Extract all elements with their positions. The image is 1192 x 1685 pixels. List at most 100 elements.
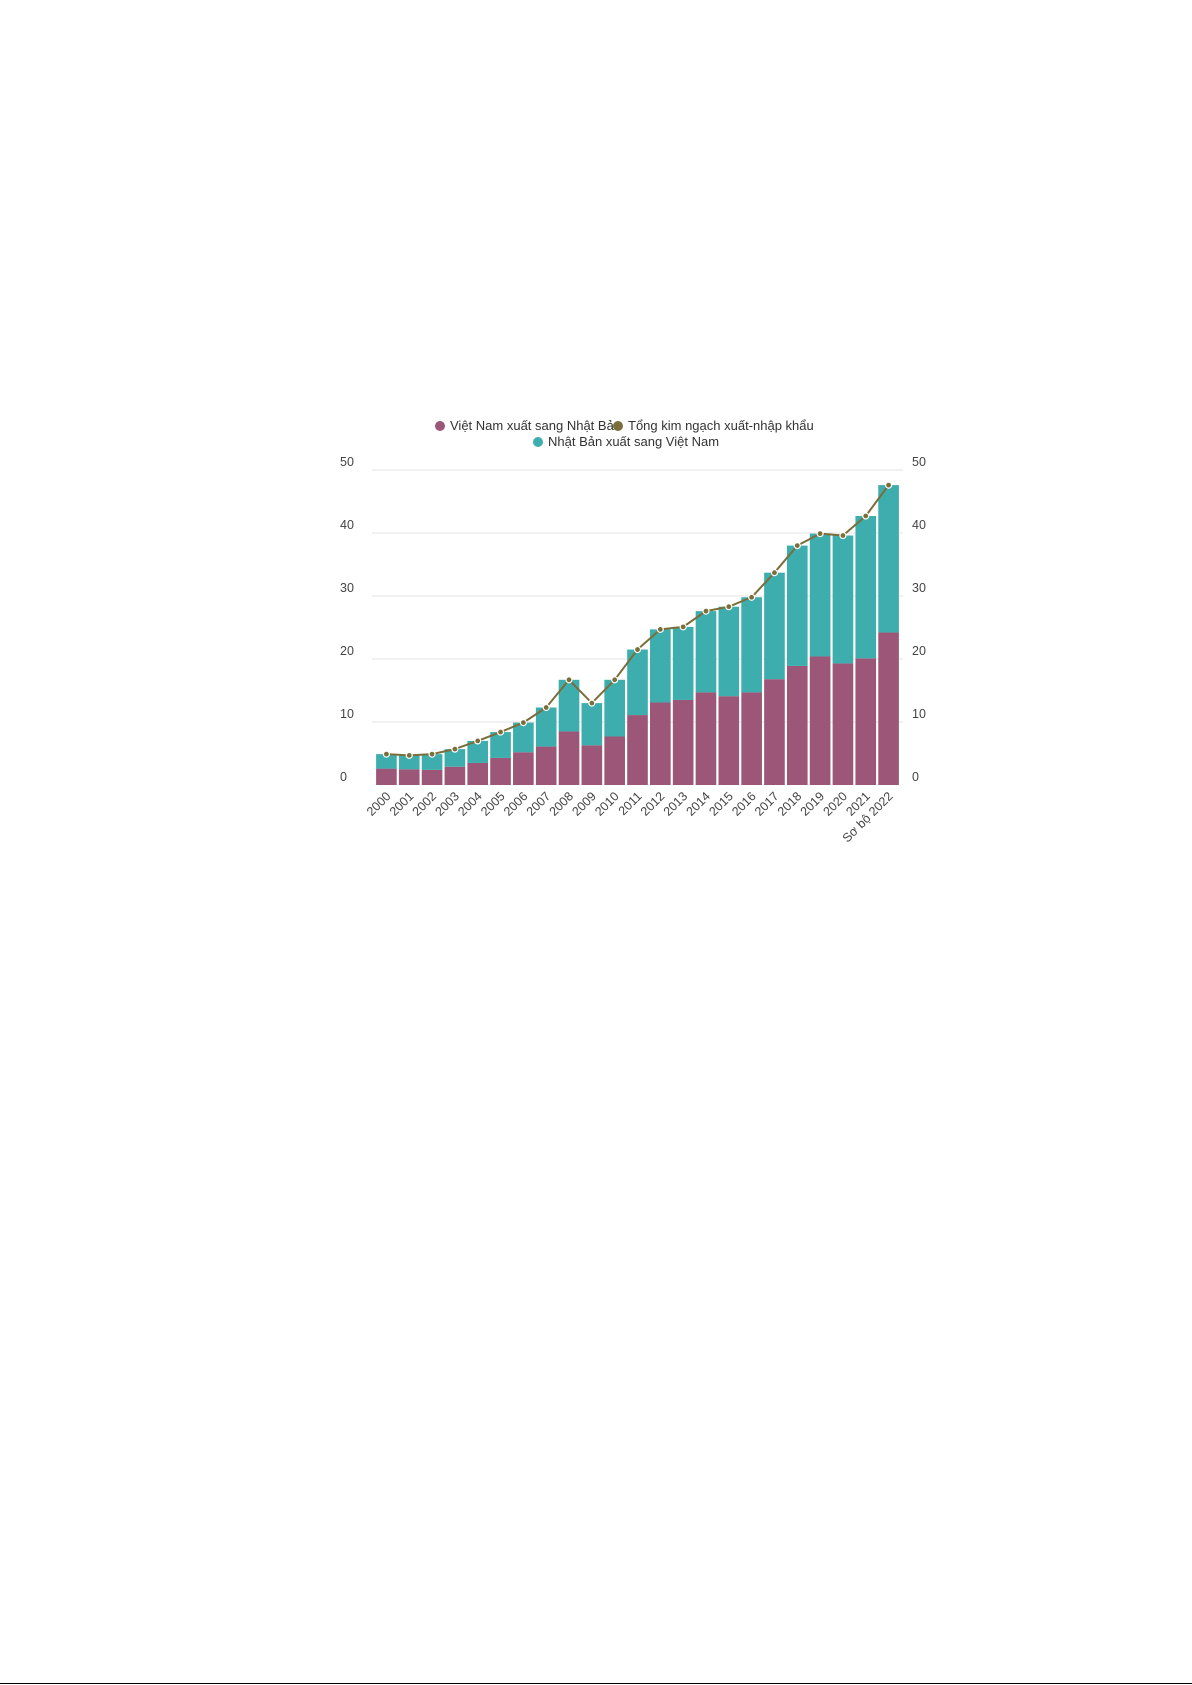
y-axis-right: 0 10 20 30 40 50 bbox=[912, 455, 926, 784]
y-axis-left: 0 10 20 30 40 50 bbox=[340, 455, 354, 784]
bar-segment-jp-to-vn bbox=[421, 754, 443, 770]
stacked-bar-line-chart: Việt Nam xuất sang Nhật Bản Tổng kim ngạc… bbox=[340, 418, 926, 845]
line-point bbox=[474, 737, 482, 745]
legend: Việt Nam xuất sang Nhật Bản Tổng kim ngạc… bbox=[435, 418, 814, 449]
x-tick-label: 2009 bbox=[569, 789, 599, 819]
bar-segment-jp-to-vn bbox=[398, 755, 420, 770]
x-tick-label: 2018 bbox=[775, 789, 805, 819]
x-tick-label: 2015 bbox=[706, 789, 736, 819]
legend-swatch bbox=[533, 437, 543, 447]
bar-segment-vn-to-jp bbox=[581, 745, 603, 785]
legend-label: Nhật Bản xuất sang Việt Nam bbox=[548, 434, 719, 449]
bar-segment-jp-to-vn bbox=[581, 703, 603, 746]
page-footer-rule bbox=[0, 1683, 1192, 1684]
bar-segment-vn-to-jp bbox=[490, 757, 511, 785]
line-point bbox=[656, 625, 664, 633]
bar-segment-jp-to-vn bbox=[832, 535, 854, 664]
bar-segment-jp-to-vn bbox=[741, 597, 762, 693]
x-tick-label: 2001 bbox=[387, 789, 417, 819]
bar-segment-vn-to-jp bbox=[809, 656, 831, 785]
x-tick-label: 2019 bbox=[798, 789, 828, 819]
bar-segment-jp-to-vn bbox=[535, 707, 557, 747]
y-tick-label-left: 10 bbox=[340, 707, 354, 721]
bar-segment-vn-to-jp bbox=[650, 702, 671, 785]
x-tick-label: 2007 bbox=[524, 789, 554, 819]
bar-segment-jp-to-vn bbox=[809, 533, 831, 657]
y-tick-label-left: 40 bbox=[340, 518, 354, 532]
x-tick-label: 2013 bbox=[661, 789, 691, 819]
line-point bbox=[542, 703, 550, 712]
x-axis: 2000200120022003200420052006200720082009… bbox=[364, 789, 896, 845]
bar-segment-vn-to-jp bbox=[786, 665, 808, 785]
line-point bbox=[884, 481, 893, 489]
bar-segment-jp-to-vn bbox=[513, 722, 534, 753]
legend-item: Nhật Bản xuất sang Việt Nam bbox=[533, 434, 719, 449]
bar-segment-vn-to-jp bbox=[535, 746, 557, 785]
total-line bbox=[382, 481, 893, 759]
x-tick-label: 2017 bbox=[752, 789, 782, 819]
y-tick-label-left: 30 bbox=[340, 581, 354, 595]
bar-segment-jp-to-vn bbox=[558, 679, 580, 732]
y-tick-label-right: 20 bbox=[912, 644, 926, 658]
line-point bbox=[862, 512, 870, 520]
x-tick-label: 2016 bbox=[729, 789, 759, 819]
bar-segment-jp-to-vn bbox=[604, 679, 625, 737]
bar-segment-jp-to-vn bbox=[695, 611, 717, 693]
bar-segment-vn-to-jp bbox=[878, 632, 899, 785]
line-point bbox=[519, 719, 527, 727]
bar-segment-jp-to-vn bbox=[672, 626, 694, 700]
y-tick-label-left: 0 bbox=[340, 770, 347, 784]
x-tick-label: 2014 bbox=[684, 789, 714, 819]
bar-segment-jp-to-vn bbox=[376, 754, 397, 769]
y-tick-label-left: 50 bbox=[340, 455, 354, 469]
legend-swatch bbox=[435, 421, 445, 431]
y-tick-label-right: 40 bbox=[912, 518, 926, 532]
bar-segment-vn-to-jp bbox=[741, 692, 762, 785]
bar-segment-jp-to-vn bbox=[718, 606, 740, 697]
bar-segment-vn-to-jp bbox=[718, 696, 740, 785]
legend-swatch bbox=[613, 421, 623, 431]
bar-segment-jp-to-vn bbox=[764, 572, 785, 680]
line-point bbox=[428, 750, 436, 758]
x-tick-label: 2008 bbox=[547, 789, 577, 819]
legend-label: Việt Nam xuất sang Nhật Bản bbox=[450, 418, 621, 433]
bar-segment-vn-to-jp bbox=[421, 769, 443, 785]
bar-segment-vn-to-jp bbox=[558, 731, 580, 785]
line-point bbox=[633, 645, 642, 654]
y-tick-label-right: 30 bbox=[912, 581, 926, 595]
legend-item: Việt Nam xuất sang Nhật Bản bbox=[435, 418, 621, 433]
bar-segment-vn-to-jp bbox=[695, 692, 717, 785]
y-tick-label-right: 50 bbox=[912, 455, 926, 469]
x-tick-label: 2011 bbox=[616, 789, 645, 818]
x-tick-label: 2012 bbox=[638, 789, 668, 819]
bar-segment-vn-to-jp bbox=[764, 679, 785, 785]
line-point bbox=[816, 530, 824, 538]
legend-label: Tổng kim ngạch xuất-nhập khẩu bbox=[628, 418, 814, 433]
bar-segment-vn-to-jp bbox=[398, 769, 420, 785]
bar-segment-vn-to-jp bbox=[444, 766, 466, 785]
bar-segment-jp-to-vn bbox=[490, 732, 511, 758]
x-tick-label: 2020 bbox=[820, 789, 850, 819]
legend-item: Tổng kim ngạch xuất-nhập khẩu bbox=[613, 418, 814, 433]
x-tick-label: 2005 bbox=[478, 789, 508, 819]
y-tick-label-left: 20 bbox=[340, 644, 354, 658]
line-point bbox=[748, 593, 756, 601]
bar-segment-vn-to-jp bbox=[855, 658, 877, 785]
line-point bbox=[588, 699, 596, 707]
bar-segment-jp-to-vn bbox=[444, 749, 466, 767]
bar-segment-vn-to-jp bbox=[672, 699, 694, 785]
line-point bbox=[770, 569, 779, 577]
line-point bbox=[451, 745, 459, 753]
bar-segment-jp-to-vn bbox=[650, 629, 671, 703]
x-tick-label: 2006 bbox=[501, 789, 531, 819]
line-point bbox=[839, 531, 847, 540]
line-point bbox=[793, 542, 801, 550]
y-tick-label-right: 0 bbox=[912, 770, 919, 784]
bar-segment-jp-to-vn bbox=[878, 485, 899, 633]
bar-segment-vn-to-jp bbox=[627, 715, 648, 785]
bar-segment-jp-to-vn bbox=[627, 649, 648, 716]
line-point bbox=[405, 751, 413, 759]
x-tick-label: 2010 bbox=[592, 789, 622, 819]
bar-segment-vn-to-jp bbox=[467, 762, 489, 785]
line-point bbox=[725, 603, 733, 611]
